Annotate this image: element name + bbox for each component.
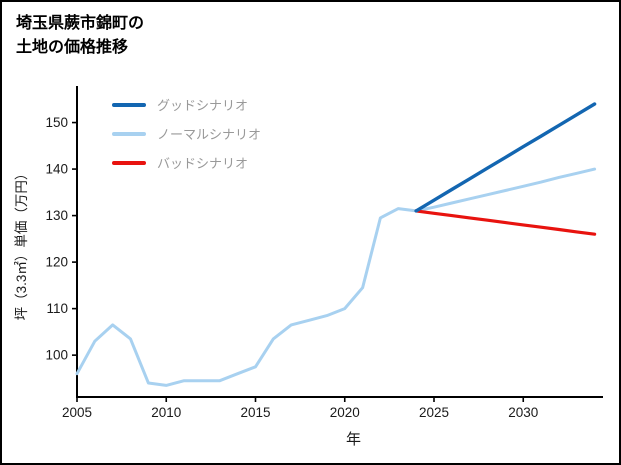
- y-tick-label: 110: [46, 301, 68, 316]
- legend-swatch-bad-scenario: [112, 160, 146, 165]
- x-axis-label: 年: [346, 431, 361, 448]
- legend-item-normal-scenario: ノーマルシナリオ: [112, 119, 261, 148]
- series-line-normal-scenario: [75, 167, 597, 387]
- series-line-bad-scenario: [414, 209, 597, 236]
- y-tick-label: 120: [45, 255, 68, 270]
- x-tick-label: 2020: [330, 405, 360, 420]
- chart-title-line2: 土地の価格推移: [16, 39, 129, 56]
- x-tick-label: 2015: [240, 405, 270, 420]
- y-tick-label: 150: [45, 115, 68, 130]
- legend-swatch-good-scenario: [112, 102, 146, 107]
- y-axis-label: 坪（3.3㎡）単価（万円）: [14, 167, 29, 321]
- legend-swatch-normal-scenario: [112, 131, 146, 136]
- legend-label-good-scenario: グッドシナリオ: [157, 98, 249, 113]
- x-tick-label: 2010: [151, 405, 181, 420]
- legend-label-bad-scenario: バッドシナリオ: [157, 156, 249, 171]
- y-tick-label: 100: [45, 348, 68, 363]
- chart-legend: グッドシナリオ ノーマルシナリオ バッドシナリオ: [112, 90, 261, 177]
- chart-title: 埼玉県蕨市錦町の 土地の価格推移: [16, 12, 144, 60]
- x-tick-label: 2030: [508, 405, 538, 420]
- series-line-good-scenario: [414, 102, 597, 213]
- legend-item-good-scenario: グッドシナリオ: [112, 90, 261, 119]
- x-tick-label: 2005: [62, 405, 92, 420]
- y-tick-label: 140: [45, 162, 68, 177]
- chart-title-line1: 埼玉県蕨市錦町の: [16, 15, 145, 32]
- legend-item-bad-scenario: バッドシナリオ: [112, 148, 261, 177]
- legend-label-normal-scenario: ノーマルシナリオ: [157, 127, 262, 142]
- y-tick-label: 130: [45, 208, 68, 223]
- x-tick-label: 2025: [419, 405, 449, 420]
